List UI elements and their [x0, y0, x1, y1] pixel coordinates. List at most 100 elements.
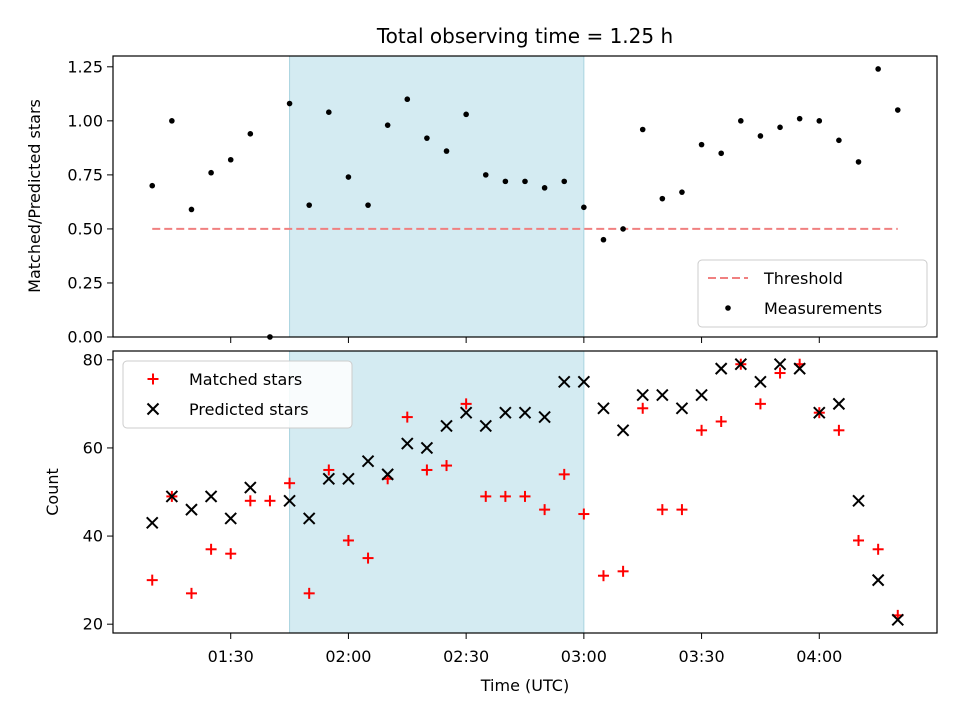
bottom-x-point [440, 419, 453, 433]
bottom-x-tick-label: 02:30 [443, 647, 489, 666]
top-dot-point [522, 178, 528, 185]
bottom-x-point [813, 406, 826, 419]
top-dot-point [698, 141, 705, 148]
top-dot-point [247, 131, 254, 137]
bottom-plus-point [401, 411, 413, 423]
bottom-plus-point [617, 565, 629, 577]
bottom-x-point [459, 406, 473, 419]
bottom-x-point-b [734, 358, 748, 371]
top-dot-point [404, 96, 411, 103]
bottom-x-point [302, 512, 316, 525]
bottom-x-point [361, 454, 375, 468]
bottom-x-point-b [832, 397, 846, 411]
top-dot-point [816, 118, 823, 124]
top-dot-point [443, 148, 450, 154]
bottom-x-point-b [302, 512, 316, 525]
bottom-x-point-b [518, 406, 532, 419]
bottom-x-point [244, 481, 257, 494]
bottom-x-point-b [695, 388, 708, 402]
top-dot-point [561, 178, 568, 185]
bottom-x-point-b [852, 494, 865, 508]
bottom-x-point [283, 494, 296, 508]
top-dot-point [541, 185, 548, 191]
bottom-x-tick-label: 03:00 [561, 647, 607, 666]
bottom-x-point-b [322, 472, 336, 485]
bottom-plus-point [853, 534, 865, 546]
bottom-x-point-b [499, 406, 512, 419]
bottom-x-point [754, 375, 767, 389]
bottom-plus-point [264, 495, 276, 507]
bottom-y-axis-label: Count [43, 468, 62, 516]
top-dot-point [777, 124, 783, 131]
top-shaded-interval [289, 56, 584, 337]
bottom-legend-x-swatch-b [146, 402, 160, 416]
top-y-tick-label: 1.25 [67, 57, 103, 76]
top-dot-point [463, 111, 469, 118]
top-dot-point [757, 133, 764, 139]
top-data [149, 66, 901, 337]
bottom-legend-entry: Predicted stars [189, 400, 309, 419]
top-dot-point [188, 206, 195, 213]
bottom-x-point-b [675, 402, 689, 415]
bottom-plus-point [578, 508, 590, 520]
top-dot-point [738, 118, 744, 124]
bottom-x-point [420, 441, 434, 455]
bottom-x-point-b [538, 410, 551, 424]
top-dot-point [365, 202, 371, 208]
bottom-plus-point [676, 504, 688, 516]
bottom-plus-point [244, 495, 256, 507]
top-dot-point [208, 169, 214, 176]
bottom-y-tick-label: 80 [83, 350, 103, 369]
bottom-plus-point [185, 587, 197, 599]
bottom-plus-point [519, 490, 531, 502]
bottom-plus-point [637, 402, 649, 414]
top-dot-point [502, 178, 509, 185]
bottom-x-point [146, 516, 159, 530]
top-dot-point [286, 100, 293, 107]
bottom-y-tick-label: 20 [83, 615, 103, 634]
bottom-plus-point [205, 543, 217, 555]
bottom-x-tick-label: 04:00 [796, 647, 842, 666]
bottom-x-point-b [459, 406, 473, 419]
bottom-plus-point [323, 464, 335, 476]
bottom-x-point-b [204, 490, 218, 503]
top-legend-entry: Measurements [764, 299, 882, 318]
bottom-x-point [499, 406, 512, 419]
bottom-x-point [871, 573, 885, 587]
bottom-x-point [714, 362, 728, 375]
bottom-x-point-b [871, 573, 885, 587]
top-legend-entry: Threshold [763, 269, 843, 288]
bottom-x-point [597, 402, 610, 415]
bottom-x-point-b [813, 406, 826, 419]
top-y-tick-label: 0.25 [67, 273, 103, 292]
bottom-x-point [401, 437, 414, 450]
top-dot-point [482, 172, 489, 178]
top-dot-point [796, 115, 803, 122]
bottom-x-point [773, 358, 787, 371]
bottom-x-tick-label: 02:00 [325, 647, 371, 666]
bottom-x-point-b [244, 481, 257, 494]
top-dot-point [326, 109, 332, 115]
bottom-plus-point [715, 416, 727, 427]
top-dot-point [581, 204, 587, 211]
bottom-axes-frame [112, 350, 938, 634]
bottom-x-point-b [361, 454, 375, 468]
bottom-x-point [381, 468, 394, 481]
top-dot-point [836, 137, 842, 144]
bottom-x-point-b [224, 512, 237, 525]
bottom-x-point-b [891, 613, 904, 626]
top-dot-point [894, 107, 901, 113]
bottom-plus-point [872, 543, 884, 555]
bottom-x-point [695, 388, 708, 402]
top-dot-point [679, 189, 685, 195]
bottom-plus-point [146, 574, 158, 586]
bottom-x-point-b [381, 468, 394, 481]
bottom-legend: Matched stars Predicted stars [122, 360, 353, 429]
bottom-x-point-b [146, 516, 159, 530]
bottom-plus-point [754, 398, 766, 410]
bottom-plus-point [499, 490, 511, 502]
top-dot-point [875, 66, 881, 72]
bottom-x-point-b [479, 419, 492, 433]
top-legend-box [697, 259, 928, 328]
bottom-plus-point [480, 490, 492, 502]
